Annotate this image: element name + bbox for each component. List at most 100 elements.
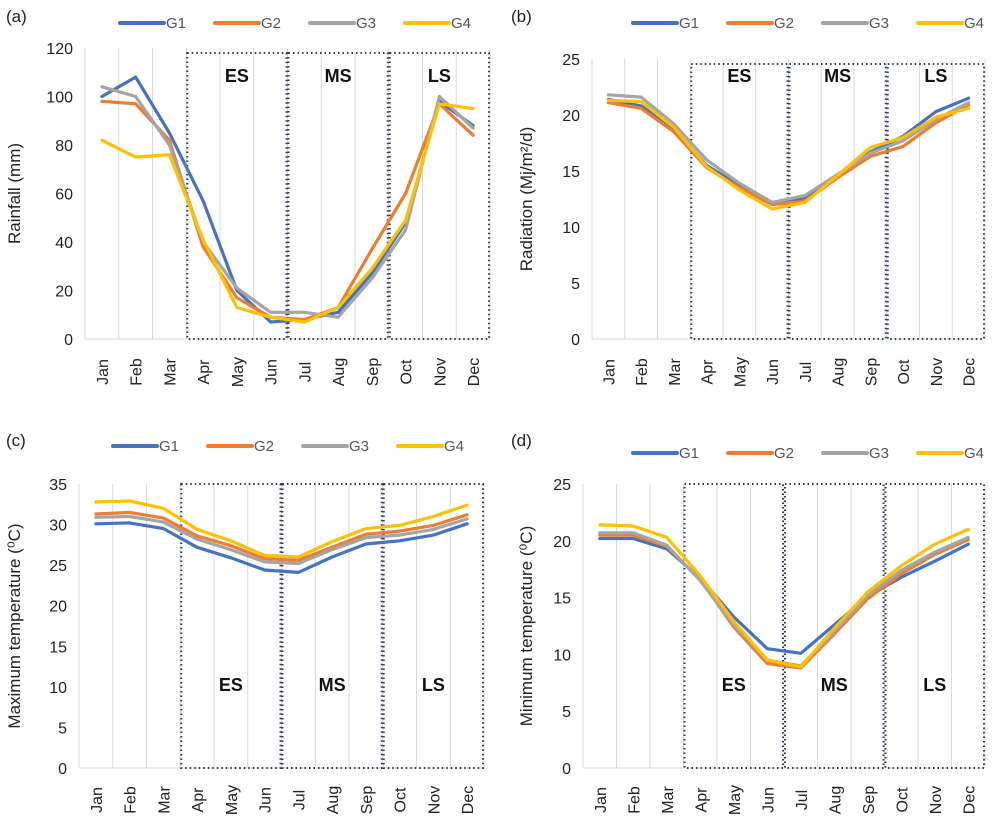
- season-label: MS: [319, 675, 346, 695]
- y-tick-label: 0: [58, 761, 67, 778]
- legend-label: G4: [964, 445, 984, 462]
- season-label: MS: [821, 675, 848, 695]
- x-tick-label: Sep: [863, 358, 880, 387]
- legend-label: G1: [166, 15, 186, 32]
- x-tick-label: Jun: [258, 787, 275, 813]
- x-tick-label: Jul: [794, 790, 811, 810]
- y-tick-label: 20: [553, 534, 571, 551]
- x-tick-label: Jan: [593, 787, 610, 813]
- x-tick-label: Jan: [89, 787, 106, 813]
- x-tick-label: Apr: [693, 787, 710, 813]
- legend-label: G3: [356, 15, 376, 32]
- y-tick-label: 35: [49, 477, 67, 494]
- x-tick-label: Jan: [601, 359, 618, 385]
- season-box: [690, 63, 789, 340]
- y-tick-label: 20: [49, 599, 67, 616]
- x-tick-label: Aug: [827, 786, 844, 814]
- series-line: [606, 98, 971, 211]
- x-tick-label: Oct: [894, 787, 911, 812]
- season-label: ES: [727, 66, 751, 86]
- y-axis-title: Maximum temperature (⁰C): [5, 523, 24, 728]
- y-tick-label: 15: [49, 639, 67, 656]
- x-tick-label: Apr: [196, 359, 213, 385]
- series-line: [100, 102, 475, 324]
- season-box: [886, 63, 985, 340]
- y-tick-label: 20: [55, 284, 73, 301]
- series-line: [606, 93, 971, 204]
- season-label: ES: [219, 675, 243, 695]
- x-tick-label: Jun: [264, 359, 281, 385]
- season-label: ES: [722, 675, 746, 695]
- x-tick-label: Apr: [700, 359, 717, 385]
- legend-label: G2: [254, 438, 274, 455]
- x-tick-label: Dec: [962, 358, 979, 386]
- legend-label: G3: [349, 438, 369, 455]
- y-tick-label: 0: [562, 761, 571, 778]
- y-tick-label: 80: [55, 138, 73, 155]
- y-tick-label: 100: [46, 90, 73, 107]
- legend-label: G1: [679, 15, 699, 32]
- legend-label: G4: [451, 15, 471, 32]
- y-tick-label: 120: [46, 41, 73, 58]
- y-axis-title: Minimum temperature (⁰C): [517, 526, 536, 726]
- x-tick-label: Mar: [162, 358, 179, 386]
- legend-label: G2: [261, 15, 281, 32]
- series-line: [94, 499, 469, 559]
- season-label: LS: [422, 675, 445, 695]
- x-tick-label: Nov: [929, 358, 946, 386]
- x-tick-label: Feb: [123, 786, 140, 814]
- x-tick-label: Jun: [765, 359, 782, 385]
- x-tick-label: Sep: [861, 786, 878, 815]
- legend-label: G2: [774, 15, 794, 32]
- x-tick-label: Mar: [156, 786, 173, 814]
- x-tick-label: May: [224, 785, 241, 815]
- x-tick-label: Oct: [896, 359, 913, 384]
- legend-label: G2: [774, 445, 794, 462]
- season-box: [287, 52, 389, 340]
- y-tick-label: 5: [58, 720, 67, 737]
- x-tick-label: Feb: [129, 358, 146, 386]
- x-tick-label: Nov: [432, 358, 449, 386]
- x-tick-label: Aug: [331, 358, 348, 386]
- season-label: LS: [924, 66, 947, 86]
- x-tick-label: Nov: [426, 786, 443, 814]
- panel-label: (b): [511, 7, 532, 26]
- y-tick-label: 30: [49, 518, 67, 535]
- x-tick-label: Jul: [291, 790, 308, 810]
- y-axis-title: Radiation (Mj/m²/d): [517, 127, 536, 272]
- chart-panel-a: (a) 0 20 40 60 80 100 120 Rainfall (mm) Jan Feb Mar…: [5, 7, 491, 387]
- season-label: LS: [923, 675, 946, 695]
- season-box: [180, 483, 282, 769]
- series-line: [598, 523, 970, 669]
- y-tick-label: 20: [562, 108, 580, 125]
- panel-label: (a): [6, 7, 27, 26]
- series-line: [94, 514, 469, 566]
- y-tick-label: 0: [64, 332, 73, 349]
- y-tick-label: 15: [553, 591, 571, 608]
- x-tick-label: Mar: [667, 358, 684, 386]
- x-tick-label: Sep: [365, 358, 382, 387]
- x-tick-label: Aug: [325, 786, 342, 814]
- y-tick-label: 25: [49, 558, 67, 575]
- legend-label: G1: [159, 438, 179, 455]
- x-tick-label: Nov: [928, 786, 945, 814]
- season-box: [788, 63, 887, 340]
- series-line: [94, 521, 469, 575]
- y-tick-label: 0: [571, 332, 580, 349]
- panel-label: (c): [6, 431, 26, 450]
- x-tick-label: Sep: [359, 786, 376, 815]
- x-tick-label: Apr: [190, 787, 207, 813]
- y-tick-label: 10: [562, 220, 580, 237]
- x-tick-label: Dec: [961, 786, 978, 814]
- chart-panel-b: (b) 0 5 10 15 20 25 Radiation (Mj/m²/d) Jan Feb Ma…: [511, 7, 986, 387]
- chart-panel-c: (c) 0 5 10 15 20 25 30 35 Maximum temperature (⁰C…: [5, 431, 485, 815]
- series-line: [94, 510, 469, 562]
- y-tick-label: 5: [571, 276, 580, 293]
- x-tick-label: Feb: [626, 786, 643, 814]
- y-tick-label: 10: [553, 647, 571, 664]
- y-tick-label: 40: [55, 235, 73, 252]
- legend-label: G4: [444, 438, 464, 455]
- x-tick-label: Dec: [466, 358, 483, 386]
- chart-panel-d: (d) 0 5 10 15 20 25 Minimum temperature (⁰C) Jan…: [511, 431, 986, 815]
